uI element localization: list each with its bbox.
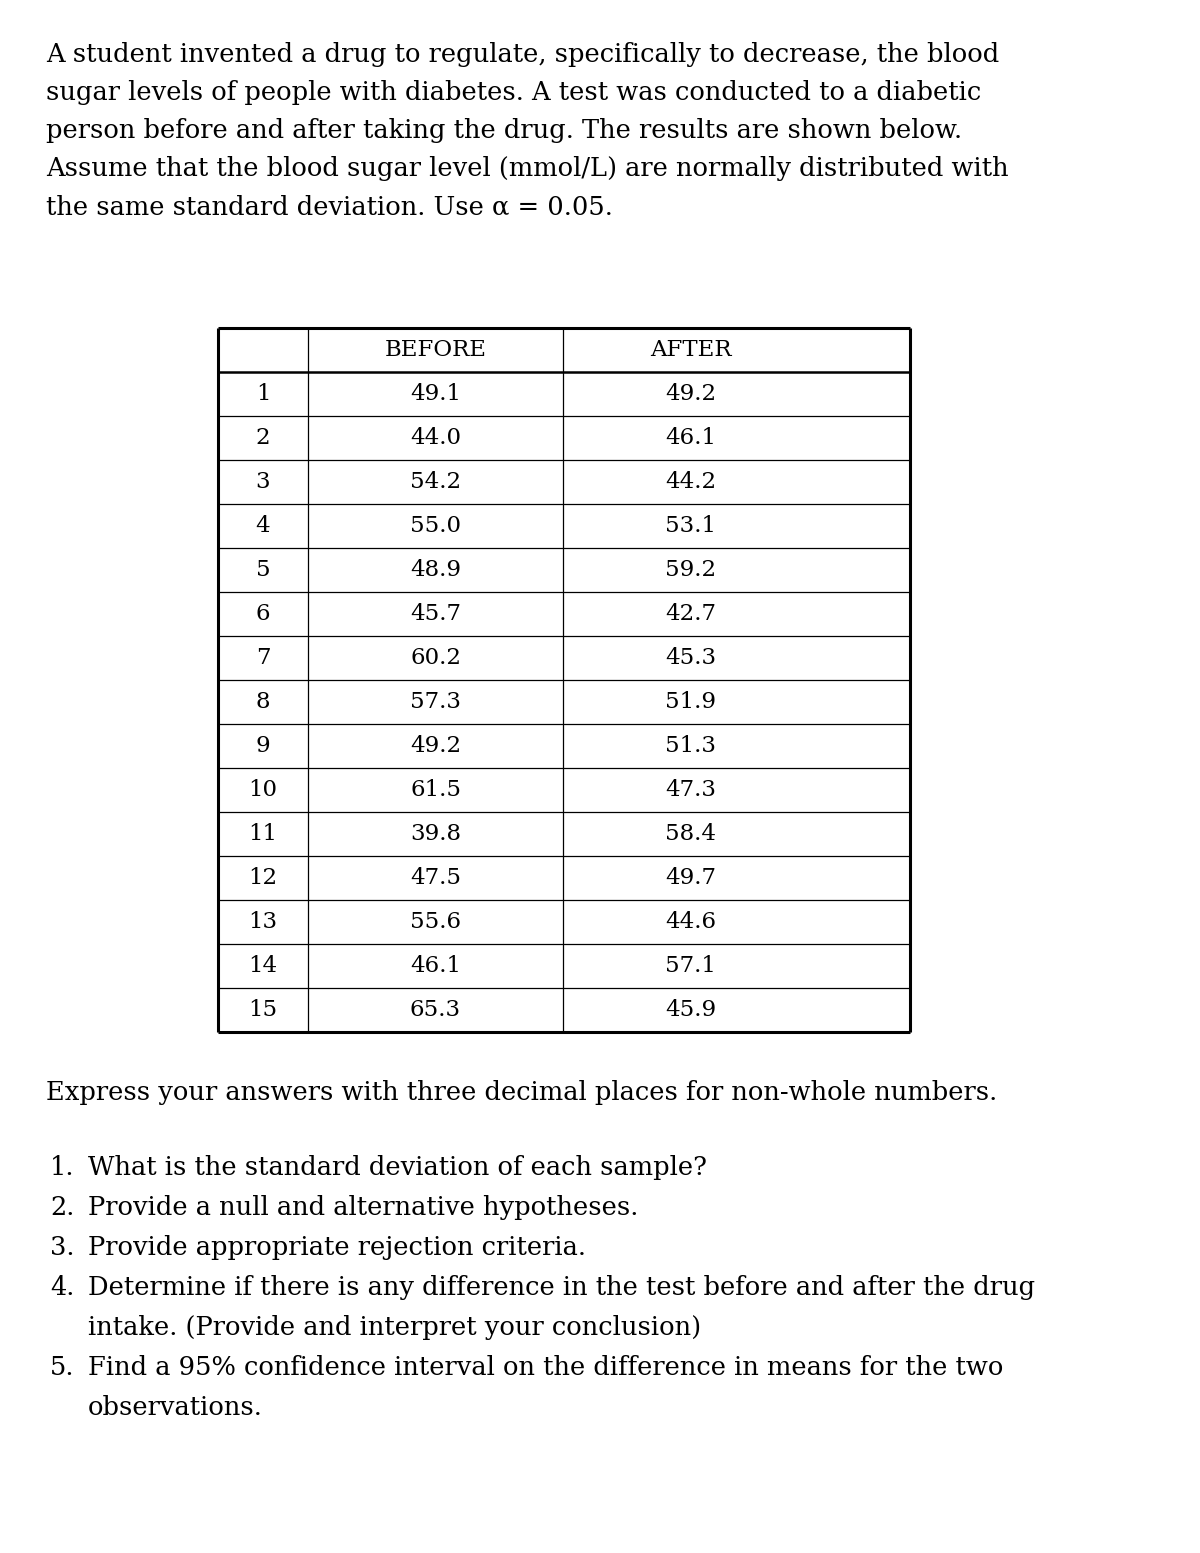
Text: 45.3: 45.3 [665, 648, 716, 669]
Text: 59.2: 59.2 [665, 559, 716, 581]
Text: 51.3: 51.3 [665, 735, 716, 756]
Text: 45.7: 45.7 [410, 603, 461, 624]
Text: 2: 2 [256, 427, 270, 449]
Text: 9: 9 [256, 735, 270, 756]
Text: 61.5: 61.5 [410, 780, 461, 801]
Text: Assume that the blood sugar level (mmol/L) are normally distributed with: Assume that the blood sugar level (mmol/… [46, 155, 1009, 182]
Text: 57.1: 57.1 [665, 955, 716, 977]
Text: AFTER: AFTER [649, 339, 731, 360]
Text: 46.1: 46.1 [410, 955, 461, 977]
Text: 13: 13 [248, 912, 277, 933]
Text: Provide appropriate rejection criteria.: Provide appropriate rejection criteria. [88, 1235, 586, 1259]
Text: 49.7: 49.7 [665, 867, 716, 888]
Text: intake. (Provide and interpret your conclusion): intake. (Provide and interpret your conc… [88, 1315, 701, 1340]
Text: 44.2: 44.2 [665, 471, 716, 492]
Text: 48.9: 48.9 [410, 559, 461, 581]
Text: 44.6: 44.6 [665, 912, 716, 933]
Text: Express your answers with three decimal places for non-whole numbers.: Express your answers with three decimal … [46, 1079, 997, 1106]
Text: 57.3: 57.3 [410, 691, 461, 713]
Text: 5: 5 [256, 559, 270, 581]
Text: 55.6: 55.6 [410, 912, 461, 933]
Text: observations.: observations. [88, 1395, 263, 1419]
Text: 42.7: 42.7 [665, 603, 716, 624]
Text: 51.9: 51.9 [665, 691, 716, 713]
Text: BEFORE: BEFORE [384, 339, 486, 360]
Text: 55.0: 55.0 [410, 516, 461, 537]
Text: 4: 4 [256, 516, 270, 537]
Text: 49.1: 49.1 [410, 384, 461, 405]
Text: 11: 11 [248, 823, 277, 845]
Text: 2.: 2. [50, 1194, 74, 1221]
Text: 65.3: 65.3 [410, 999, 461, 1020]
Text: Find a 95% confidence interval on the difference in means for the two: Find a 95% confidence interval on the di… [88, 1356, 1003, 1381]
Text: 3.: 3. [50, 1235, 74, 1259]
Text: 1.: 1. [50, 1155, 74, 1180]
Text: 6: 6 [256, 603, 270, 624]
Text: 7: 7 [256, 648, 270, 669]
Text: 8: 8 [256, 691, 270, 713]
Text: 3: 3 [256, 471, 270, 492]
Text: 60.2: 60.2 [410, 648, 461, 669]
Text: 47.5: 47.5 [410, 867, 461, 888]
Text: Determine if there is any difference in the test before and after the drug: Determine if there is any difference in … [88, 1275, 1036, 1300]
Text: 53.1: 53.1 [665, 516, 716, 537]
Text: sugar levels of people with diabetes. A test was conducted to a diabetic: sugar levels of people with diabetes. A … [46, 81, 982, 106]
Text: 5.: 5. [50, 1356, 74, 1381]
Text: 1: 1 [256, 384, 270, 405]
Text: 49.2: 49.2 [665, 384, 716, 405]
Text: 10: 10 [248, 780, 277, 801]
Text: the same standard deviation. Use α = 0.05.: the same standard deviation. Use α = 0.0… [46, 194, 613, 219]
Text: 49.2: 49.2 [410, 735, 461, 756]
Text: 47.3: 47.3 [665, 780, 716, 801]
Text: What is the standard deviation of each sample?: What is the standard deviation of each s… [88, 1155, 707, 1180]
Text: 14: 14 [248, 955, 277, 977]
Text: 45.9: 45.9 [665, 999, 716, 1020]
Text: Provide a null and alternative hypotheses.: Provide a null and alternative hypothese… [88, 1194, 638, 1221]
Text: 39.8: 39.8 [410, 823, 461, 845]
Text: 15: 15 [248, 999, 277, 1020]
Text: A student invented a drug to regulate, specifically to decrease, the blood: A student invented a drug to regulate, s… [46, 42, 1000, 67]
Text: 4.: 4. [50, 1275, 74, 1300]
Text: 54.2: 54.2 [410, 471, 461, 492]
Text: person before and after taking the drug. The results are shown below.: person before and after taking the drug.… [46, 118, 962, 143]
Text: 12: 12 [248, 867, 277, 888]
Text: 58.4: 58.4 [665, 823, 716, 845]
Text: 44.0: 44.0 [410, 427, 461, 449]
Text: 46.1: 46.1 [665, 427, 716, 449]
